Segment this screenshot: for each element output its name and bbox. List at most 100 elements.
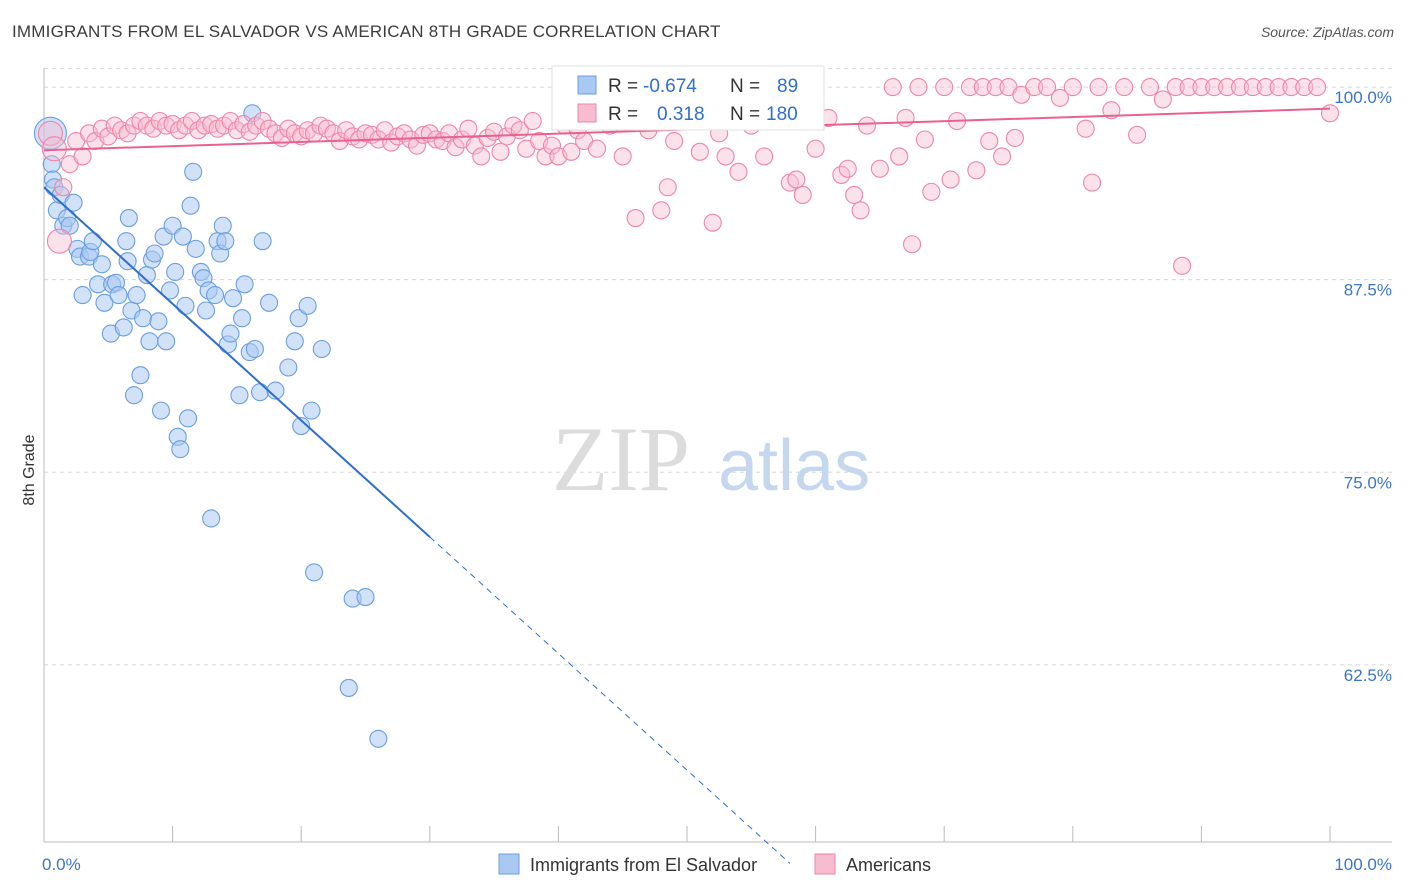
- correlation-legend: R = -0.674 N = 89 R = 0.318 N = 180: [551, 65, 825, 131]
- americans-point: [523, 111, 542, 131]
- americans-point: [1089, 78, 1108, 97]
- americans-point: [1218, 78, 1237, 97]
- americans-point: [1205, 78, 1224, 97]
- americans-point: [169, 121, 189, 140]
- immigrants-point: [205, 286, 225, 305]
- immigrants-point: [356, 587, 375, 607]
- immigrants-point: [178, 409, 198, 428]
- americans-point: [902, 235, 922, 254]
- americans-point: [793, 185, 812, 205]
- americans-point: [909, 78, 928, 97]
- americans-point: [729, 162, 748, 181]
- americans-point: [1192, 78, 1211, 97]
- series-immigrants-points: [33, 104, 388, 748]
- americans-point: [37, 120, 63, 146]
- americans-point: [1230, 78, 1250, 97]
- americans-point: [1025, 78, 1044, 97]
- chart-title: IMMIGRANTS FROM EL SALVADOR VS AMERICAN …: [12, 22, 721, 41]
- immigrants-point: [216, 232, 235, 251]
- bottom-legend-swatch-blue: [498, 853, 520, 875]
- immigrants-point: [186, 239, 205, 258]
- americans-point: [658, 178, 677, 197]
- americans-point: [665, 131, 684, 151]
- x-tick-label-max: 100.0%: [1334, 855, 1392, 874]
- americans-point: [1063, 78, 1082, 97]
- americans-point: [1038, 78, 1057, 97]
- legend-swatch-blue: [577, 75, 597, 95]
- y-tick-label-0: 62.5%: [1344, 666, 1392, 685]
- immigrants-point: [151, 401, 171, 420]
- immigrants-point: [114, 318, 133, 337]
- watermark-atlas: atlas: [718, 426, 870, 506]
- americans-point: [986, 78, 1005, 97]
- americans-point: [1102, 101, 1121, 120]
- immigrants-point: [133, 309, 153, 328]
- americans-point: [1005, 128, 1024, 147]
- series-americans-points: [37, 78, 1340, 275]
- immigrants-point: [117, 232, 136, 251]
- americans-point: [851, 201, 870, 220]
- source-label: Source: ZipAtlas.com: [1260, 24, 1394, 40]
- immigrants-point: [124, 386, 144, 405]
- bottom-legend-label-1: Immigrants from El Salvador: [530, 855, 757, 875]
- americans-point: [1083, 173, 1102, 192]
- immigrants-point: [131, 366, 150, 385]
- immigrants-point: [95, 293, 114, 312]
- immigrants-point: [149, 312, 168, 331]
- immigrants-point: [157, 332, 176, 351]
- americans-point: [960, 78, 979, 97]
- immigrants-point: [196, 301, 216, 320]
- immigrants-point: [118, 252, 137, 271]
- immigrants-point: [298, 296, 317, 315]
- legend-swatch-pink: [577, 103, 597, 123]
- immigrants-point: [83, 232, 102, 251]
- immigrants-point: [221, 324, 240, 343]
- y-tick-labels: 62.5% 75.0% 87.5% 100.0%: [1334, 88, 1392, 685]
- immigrants-point: [145, 244, 164, 263]
- americans-point: [787, 170, 806, 189]
- legend-r-label-2: R =: [608, 104, 638, 125]
- immigrants-point: [181, 196, 200, 215]
- americans-point: [690, 142, 709, 161]
- americans-point: [845, 185, 864, 205]
- immigrants-point: [173, 227, 192, 246]
- immigrants-point: [305, 563, 324, 582]
- immigrants-point: [259, 293, 279, 312]
- americans-point: [973, 78, 992, 97]
- immigrants-point: [213, 216, 232, 235]
- immigrants-point: [171, 440, 190, 459]
- x-tick-label-min: 0.0%: [42, 855, 81, 874]
- americans-point: [915, 130, 934, 149]
- americans-point: [1128, 125, 1147, 144]
- americans-point: [993, 147, 1012, 166]
- y-tick-label-1: 75.0%: [1344, 473, 1392, 492]
- americans-point: [613, 147, 632, 166]
- immigrants-point: [92, 255, 111, 274]
- americans-point: [1050, 88, 1069, 107]
- americans-point: [491, 142, 510, 161]
- americans-point: [542, 136, 562, 155]
- immigrants-point: [160, 281, 180, 300]
- americans-point: [54, 178, 73, 197]
- americans-point: [1153, 90, 1172, 109]
- americans-point: [922, 182, 941, 201]
- americans-point: [806, 139, 825, 158]
- americans-point: [980, 131, 999, 151]
- watermark-zip: ZIP: [552, 408, 690, 510]
- immigrants-point: [279, 358, 298, 377]
- immigrants-point: [369, 729, 388, 748]
- americans-point: [1320, 104, 1340, 123]
- immigrants-point: [245, 339, 264, 359]
- legend-r-value-2: 0.318: [657, 104, 705, 125]
- immigrants-point: [302, 401, 321, 420]
- immigrants-point: [223, 289, 243, 308]
- americans-point: [73, 147, 92, 166]
- legend-r-label-1: R =: [608, 76, 638, 97]
- legend-n-label-1: N =: [730, 76, 760, 97]
- americans-point: [1076, 119, 1095, 138]
- immigrants-point: [202, 509, 221, 528]
- americans-point: [1256, 78, 1275, 97]
- immigrants-point: [119, 209, 138, 228]
- americans-point: [1243, 78, 1262, 97]
